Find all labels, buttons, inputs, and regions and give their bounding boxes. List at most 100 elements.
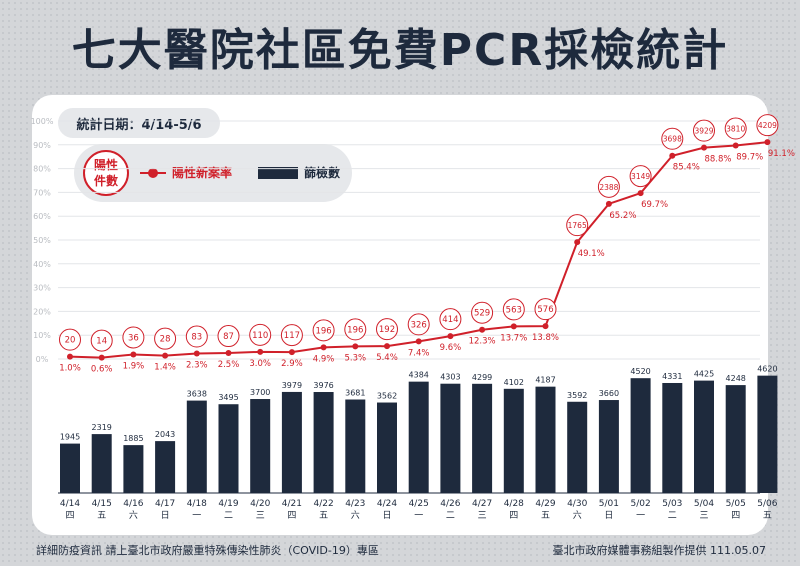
bar xyxy=(186,400,207,493)
positive-count-label: 2388 xyxy=(599,183,618,192)
bar-value-label: 3979 xyxy=(282,381,302,390)
bar-value-label: 3660 xyxy=(599,389,619,398)
bar-value-label: 4520 xyxy=(630,367,650,376)
bar xyxy=(91,434,112,493)
rate-point xyxy=(605,200,612,207)
rate-point xyxy=(320,344,327,351)
rate-point xyxy=(352,343,359,350)
rate-point xyxy=(637,190,644,197)
bar-value-label: 4384 xyxy=(409,371,429,380)
footer-credit: 臺北市政府媒體事務組製作提供 111.05.07 xyxy=(552,544,766,557)
positive-count-circle xyxy=(756,114,779,137)
y-tick-label: 100% xyxy=(31,117,54,126)
rate-point xyxy=(193,350,200,357)
bar xyxy=(662,382,683,493)
bar xyxy=(60,443,80,493)
bar xyxy=(535,386,556,493)
bar xyxy=(313,392,334,493)
rate-label: 69.7% xyxy=(641,200,668,210)
x-tick-label: 4/24 xyxy=(377,499,397,509)
positive-count-circle xyxy=(312,319,335,342)
positive-count-circle xyxy=(122,326,145,349)
rate-point xyxy=(764,139,771,146)
bar xyxy=(281,391,302,493)
positive-count-label: 3149 xyxy=(631,172,650,181)
x-tick-label: 4/19 xyxy=(218,499,238,509)
rate-label: 0.6% xyxy=(91,365,113,375)
x-tick-label: 4/30 xyxy=(567,499,587,509)
positive-count-circle xyxy=(185,325,208,348)
bars: 1945 2319 1885 2043 3638 3495 3700 3979 3976 3681… xyxy=(58,365,778,494)
x-weekday-label: 三 xyxy=(256,511,265,521)
positive-count-circle xyxy=(597,175,620,198)
rate-line: 1.0% 20 0.6% 14 1.9% 36 1.4% 28 2.3% 83 2.5% 87 3.0%… xyxy=(59,114,795,375)
x-weekday-label: 一 xyxy=(636,511,645,521)
positive-count-circle xyxy=(629,165,652,188)
positive-count-label: 3810 xyxy=(726,125,745,134)
x-weekday-label: 六 xyxy=(573,509,582,521)
x-weekday-label: 五 xyxy=(319,511,328,521)
rate-label: 13.8% xyxy=(532,333,559,343)
y-tick-label: 40% xyxy=(33,260,51,269)
x-tick-label: 4/27 xyxy=(472,499,492,509)
positive-count-circle xyxy=(439,308,462,331)
x-tick-label: 4/26 xyxy=(440,499,460,509)
positive-count-label: 3698 xyxy=(663,135,682,144)
positive-count-circle xyxy=(534,298,557,321)
x-weekday-label: 五 xyxy=(763,511,772,521)
x-tick-label: 4/16 xyxy=(123,499,143,509)
positive-count-circle xyxy=(502,298,525,321)
positive-count-label: 110 xyxy=(252,331,268,341)
positive-count-label: 192 xyxy=(379,325,395,335)
bar xyxy=(250,399,271,493)
x-weekday-label: 二 xyxy=(668,511,677,521)
x-tick-label: 4/21 xyxy=(282,499,302,509)
rate-label: 2.3% xyxy=(186,361,208,371)
rate-point xyxy=(510,323,517,330)
bar xyxy=(440,383,461,493)
y-tick-label: 30% xyxy=(33,284,51,293)
rate-point xyxy=(447,333,454,340)
bar-value-label: 4331 xyxy=(662,372,682,381)
positive-count-circle xyxy=(90,329,113,352)
positive-count-circle xyxy=(59,328,81,351)
rate-label: 13.7% xyxy=(500,333,527,343)
rate-point xyxy=(98,354,105,361)
y-tick-label: 10% xyxy=(33,331,51,340)
x-tick-label: 4/22 xyxy=(313,499,333,509)
bar xyxy=(598,400,619,493)
bar xyxy=(218,404,239,493)
y-tick-label: 0% xyxy=(36,355,49,364)
bar-value-label: 3592 xyxy=(567,391,587,400)
rate-label: 88.8% xyxy=(704,155,731,165)
bar-value-label: 4248 xyxy=(726,374,746,383)
rate-label: 1.0% xyxy=(59,364,81,374)
x-weekday-label: 三 xyxy=(478,511,487,521)
x-weekday-label: 二 xyxy=(224,511,233,521)
x-tick-label: 5/04 xyxy=(694,499,714,509)
rate-label: 5.3% xyxy=(344,353,366,363)
x-weekday-label: 二 xyxy=(446,511,455,521)
y-tick-label: 70% xyxy=(33,188,51,197)
rate-point xyxy=(542,323,549,330)
rate-label: 91.1% xyxy=(768,149,795,159)
bar xyxy=(408,381,429,493)
x-tick-label: 4/20 xyxy=(250,499,270,509)
rate-point xyxy=(225,350,232,357)
bar-value-label: 2319 xyxy=(92,423,112,432)
x-weekday-label: 四 xyxy=(65,511,74,521)
positive-count-circle xyxy=(566,214,589,237)
rate-label: 7.4% xyxy=(408,348,430,358)
positive-count-label: 563 xyxy=(506,305,522,315)
rate-label: 65.2% xyxy=(609,211,636,221)
rate-point xyxy=(257,348,264,355)
x-weekday-label: 日 xyxy=(161,510,170,521)
rate-label: 1.9% xyxy=(123,361,145,371)
x-weekday-label: 一 xyxy=(414,511,423,521)
bar xyxy=(123,445,144,493)
bar xyxy=(472,383,493,493)
rate-point xyxy=(415,338,422,345)
positive-count-label: 576 xyxy=(537,305,553,315)
x-tick-label: 4/18 xyxy=(187,499,207,509)
